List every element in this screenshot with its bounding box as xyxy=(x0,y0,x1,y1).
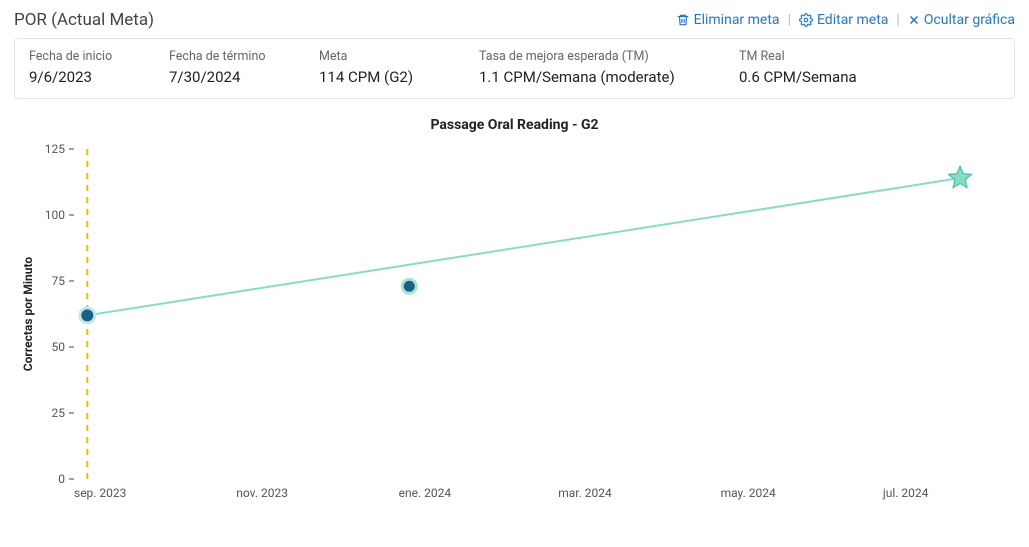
svg-text:125: 125 xyxy=(45,142,65,156)
svg-text:may. 2024: may. 2024 xyxy=(721,486,776,500)
header-actions: Eliminar meta | Editar meta | Ocultar gr… xyxy=(676,12,1015,28)
goal-info-box: Fecha de inicio 9/6/2023 Fecha de términ… xyxy=(14,38,1015,99)
svg-text:25: 25 xyxy=(52,406,66,420)
close-icon xyxy=(908,14,920,26)
svg-text:Correctas por Minuto: Correctas por Minuto xyxy=(21,257,35,372)
chart-title: Passage Oral Reading - G2 xyxy=(14,117,1015,133)
actual-rate-value: 0.6 CPM/Semana xyxy=(739,68,919,86)
separator: | xyxy=(894,12,901,28)
expected-rate-value: 1.1 CPM/Semana (moderate) xyxy=(479,68,729,86)
end-date-label: Fecha de término xyxy=(169,49,309,64)
hide-chart-label: Ocultar gráfica xyxy=(924,12,1015,28)
goal-value: 114 CPM (G2) xyxy=(319,68,469,86)
svg-text:0: 0 xyxy=(58,472,65,486)
svg-text:nov. 2023: nov. 2023 xyxy=(236,486,288,500)
expected-rate-label: Tasa de mejora esperada (TM) xyxy=(479,49,729,64)
page-title: POR (Actual Meta) xyxy=(14,10,154,30)
separator: | xyxy=(786,12,793,28)
edit-goal-link[interactable]: Editar meta xyxy=(799,12,888,28)
svg-text:jul. 2024: jul. 2024 xyxy=(882,486,929,500)
end-date-value: 7/30/2024 xyxy=(169,68,309,86)
svg-text:sep. 2023: sep. 2023 xyxy=(74,486,126,500)
trash-icon xyxy=(676,13,690,27)
start-date-value: 9/6/2023 xyxy=(29,68,159,86)
svg-text:75: 75 xyxy=(52,274,66,288)
start-date-label: Fecha de inicio xyxy=(29,49,159,64)
svg-text:ene. 2024: ene. 2024 xyxy=(399,486,452,500)
chart-container: Passage Oral Reading - G2 0 25 50 75 100 125 C… xyxy=(14,117,1015,519)
goal-label: Meta xyxy=(319,49,469,64)
actual-rate-label: TM Real xyxy=(739,49,919,64)
svg-text:100: 100 xyxy=(45,208,65,222)
gear-icon xyxy=(799,13,813,27)
hide-chart-link[interactable]: Ocultar gráfica xyxy=(908,12,1015,28)
delete-goal-link[interactable]: Eliminar meta xyxy=(676,12,780,28)
svg-text:50: 50 xyxy=(52,340,66,354)
edit-goal-label: Editar meta xyxy=(817,12,888,28)
progress-chart: 0 25 50 75 100 125 Correctas por Minuto sep. 20… xyxy=(14,139,994,519)
svg-text:mar. 2024: mar. 2024 xyxy=(558,486,612,500)
delete-goal-label: Eliminar meta xyxy=(694,12,780,28)
